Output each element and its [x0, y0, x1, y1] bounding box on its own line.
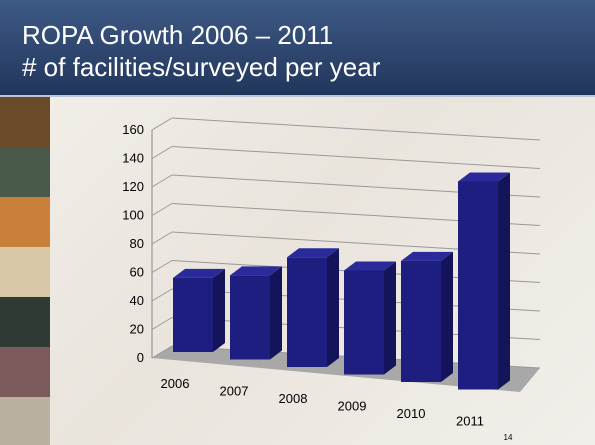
bar-side — [213, 268, 225, 352]
grid-line — [151, 174, 173, 188]
bar — [401, 260, 441, 382]
bar-side — [441, 251, 453, 382]
grid-line — [151, 345, 173, 359]
x-tick-label: 2008 — [279, 391, 308, 406]
x-tick-label: 2009 — [338, 399, 367, 414]
title: ROPA Growth 2006 – 2011 — [22, 20, 334, 50]
bar — [173, 277, 213, 352]
bar-side — [327, 248, 339, 367]
grid-line — [171, 117, 541, 141]
y-tick-label: 140 — [122, 151, 144, 166]
x-tick-label: 2011 — [456, 414, 484, 429]
y-tick-label: 40 — [130, 293, 144, 308]
bar-side — [498, 172, 510, 390]
y-tick-label: 160 — [122, 122, 144, 137]
grid-line — [151, 203, 173, 216]
bar-top — [230, 266, 282, 276]
y-tick-label: 80 — [130, 236, 144, 251]
bar — [458, 181, 498, 390]
bar-top — [458, 172, 510, 182]
bar-top — [401, 251, 453, 261]
y-tick-label: 120 — [122, 179, 144, 194]
grid-line — [151, 260, 173, 273]
bar-top — [344, 261, 396, 271]
y-tick-label: 20 — [130, 322, 144, 337]
grid-line — [151, 231, 173, 245]
header: ROPA Growth 2006 – 2011 # of facilities/… — [0, 0, 595, 97]
grid-line — [151, 288, 173, 302]
bar-top — [173, 268, 225, 278]
grid-line — [171, 146, 541, 169]
image-strip — [0, 97, 50, 445]
x-tick-label: 2006 — [161, 376, 190, 391]
y-tick-label: 60 — [130, 265, 144, 280]
bar — [344, 270, 384, 375]
grid-line — [151, 317, 173, 330]
y-tick-label: 0 — [137, 350, 144, 365]
bar-top — [287, 248, 339, 258]
y-tick-label: 100 — [122, 208, 144, 223]
page-number: 14 — [504, 433, 513, 442]
x-tick-label: 2010 — [397, 406, 426, 421]
bar — [287, 257, 327, 367]
grid-line — [151, 146, 173, 159]
bar-side — [384, 261, 396, 375]
bar-side — [270, 266, 282, 360]
grid-line — [151, 117, 173, 131]
subtitle: # of facilities/surveyed per year — [22, 52, 381, 82]
bar — [230, 275, 270, 360]
x-tick-label: 2007 — [220, 384, 249, 399]
